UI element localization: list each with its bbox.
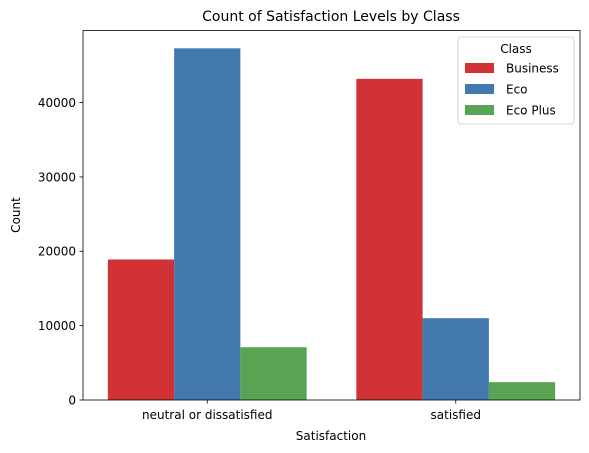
chart-title: Count of Satisfaction Levels by Class: [202, 9, 460, 25]
y-tick-label: 30000: [38, 170, 76, 184]
y-tick-label: 20000: [38, 245, 76, 259]
bar-business-0: [108, 259, 174, 400]
y-tick-label: 40000: [38, 96, 76, 110]
bar-eco-0: [174, 48, 240, 400]
legend-swatch-business: [465, 63, 494, 73]
bar-business-1: [356, 79, 422, 400]
legend-title: Class: [500, 42, 532, 56]
x-tick-label: neutral or dissatisfied: [142, 408, 272, 422]
legend-label: Business: [506, 62, 559, 76]
y-tick-label: 0: [68, 393, 76, 407]
x-axis-label: Satisfaction: [296, 429, 366, 443]
x-tick-label: satisfied: [431, 408, 481, 422]
bar-eco-1: [423, 318, 489, 400]
y-axis-label: Count: [9, 197, 23, 233]
x-ticks: neutral or dissatisfied satisfied: [142, 400, 481, 422]
bar-eco-plus-0: [240, 347, 306, 400]
legend: Class Business Eco Eco Plus: [458, 37, 574, 124]
legend-label: Eco Plus: [506, 104, 556, 118]
bar-eco-plus-1: [489, 382, 555, 400]
legend-swatch-eco: [465, 84, 494, 94]
y-ticks: 0 10000 20000 30000 40000: [38, 96, 83, 407]
legend-label: Eco: [506, 83, 528, 97]
legend-swatch-eco-plus: [465, 105, 494, 115]
y-tick-label: 10000: [38, 319, 76, 333]
